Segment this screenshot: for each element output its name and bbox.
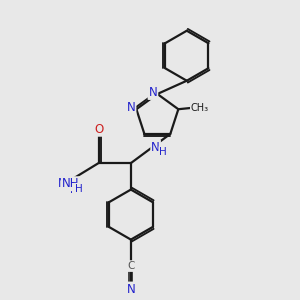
Text: N: N bbox=[127, 101, 136, 114]
Text: N: N bbox=[151, 140, 160, 154]
Text: N: N bbox=[127, 283, 135, 296]
Text: C: C bbox=[127, 261, 135, 271]
Text: H: H bbox=[159, 147, 167, 157]
Text: N: N bbox=[148, 86, 157, 99]
Text: N: N bbox=[57, 177, 66, 190]
Text: CH₃: CH₃ bbox=[191, 103, 209, 113]
Text: H: H bbox=[75, 184, 83, 194]
Text: NH: NH bbox=[62, 177, 79, 190]
Text: H: H bbox=[70, 184, 77, 195]
Text: O: O bbox=[94, 123, 103, 136]
